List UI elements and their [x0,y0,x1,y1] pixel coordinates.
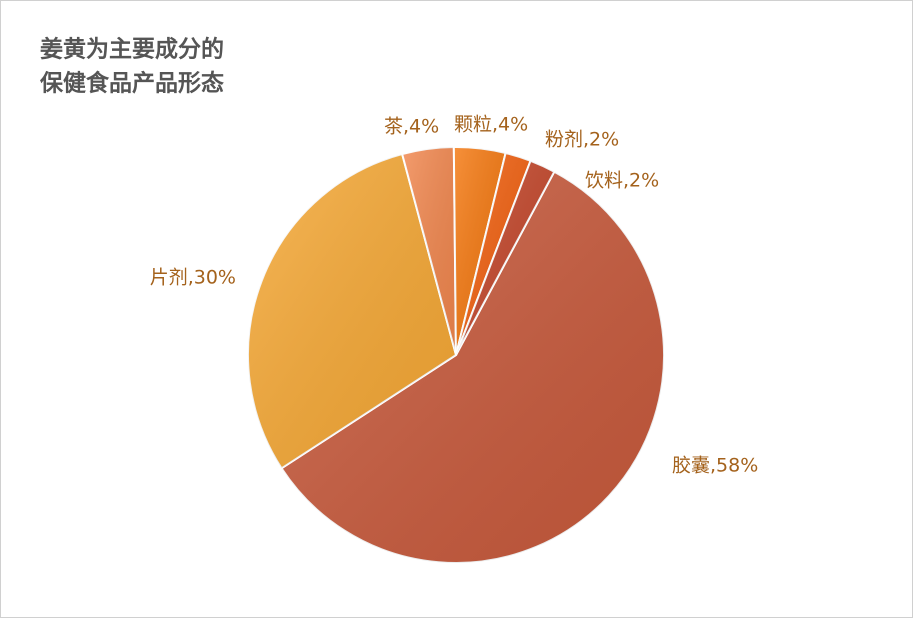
data-label: 饮料,2% [585,170,659,192]
chart-title: 姜黄为主要成分的 [40,36,224,63]
slice-shade [453,146,506,355]
slice-shade [402,147,456,355]
data-label: 胶囊,58% [672,455,758,477]
slice-shade [281,171,664,563]
data-label: 粉剂,2% [545,129,619,151]
data-label: 茶,4% [384,116,439,138]
slice-shade [247,154,456,469]
data-label: 片剂,30% [150,267,236,289]
slice-shade [456,160,555,355]
data-label: 颗粒,4% [454,114,528,136]
chart-title: 保健食品产品形态 [39,70,224,97]
